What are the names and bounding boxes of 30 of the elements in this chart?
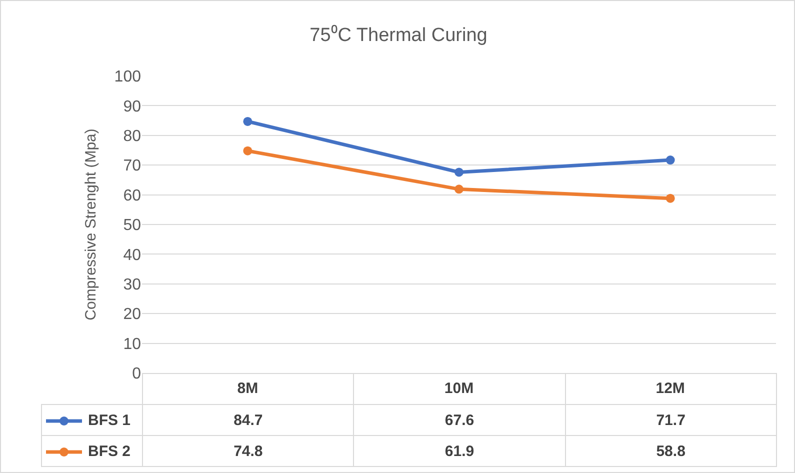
chart-title: 75⁰C Thermal Curing <box>310 24 488 46</box>
y-tick-label: 60 <box>123 187 142 204</box>
point <box>666 194 675 203</box>
y-axis-title: Compressive Strenght (Mpa) <box>82 128 100 320</box>
y-tick-label: 30 <box>123 276 142 294</box>
data-label: 84.7 <box>142 404 354 436</box>
legend-label: BFS 2 <box>88 442 131 460</box>
data-label: 58.8 <box>565 436 776 466</box>
data-label: 61.9 <box>354 436 566 466</box>
data-label: 71.7 <box>565 404 776 436</box>
point <box>666 156 675 165</box>
data-label: 67.6 <box>354 404 566 436</box>
x-tick-label: 12M <box>656 380 685 397</box>
y-tick-label: 20 <box>123 306 142 324</box>
point <box>454 168 464 177</box>
y-tick-label: 80 <box>123 128 142 145</box>
point <box>454 184 464 194</box>
x-tick-label: 10M <box>444 380 474 397</box>
point <box>243 116 252 126</box>
y-tick-label: 70 <box>123 158 142 175</box>
data-label: 74.8 <box>142 436 354 466</box>
y-tick-label: 100 <box>114 68 142 86</box>
x-tick-label: 8M <box>237 380 258 397</box>
y-tick-label: 10 <box>123 336 142 353</box>
y-tick-label: 40 <box>123 246 142 264</box>
y-tick-label: 50 <box>123 217 142 234</box>
point <box>243 146 252 156</box>
legend-label: BFS 1 <box>88 412 131 428</box>
y-tick-label: 0 <box>132 366 142 383</box>
y-tick-label: 90 <box>123 98 142 116</box>
